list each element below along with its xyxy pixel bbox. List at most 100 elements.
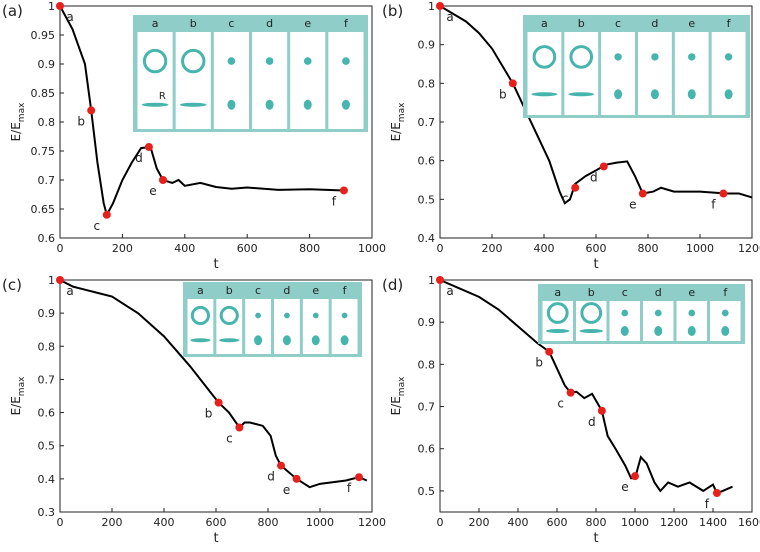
inset-shape	[688, 53, 696, 61]
y-tick-label: 1	[428, 274, 435, 287]
inset-panel	[213, 32, 249, 129]
inset-shape	[141, 102, 169, 107]
inset-shape	[724, 53, 733, 61]
x-axis-label: t	[593, 531, 598, 546]
inset-label: e	[304, 17, 311, 30]
point-label: a	[446, 284, 453, 298]
inset-shape	[724, 89, 733, 100]
y-tick-label: 0.8	[38, 340, 56, 353]
marker-point	[436, 2, 444, 10]
inset-shape	[227, 57, 236, 65]
marker-point	[292, 474, 301, 483]
inset-shape	[303, 99, 312, 110]
panel-label: (a)	[2, 2, 23, 20]
panel: 0 200 400 600 800 1000 1200 0.4 0.5 0.6 0.7 0.8 0.9 1…	[382, 0, 760, 272]
x-axis-label: t	[593, 257, 598, 272]
y-tick-label: 0.6	[38, 407, 56, 420]
x-tick-label: 1000	[306, 516, 334, 529]
x-tick-label: 1200	[660, 516, 688, 529]
marker-point	[436, 276, 444, 284]
inset-shape	[255, 312, 261, 319]
marker-point	[571, 183, 580, 192]
inset-shape	[190, 305, 210, 326]
y-tick-label: 0.75	[31, 145, 56, 158]
inset-label: a	[152, 17, 159, 30]
panel-label: (b)	[382, 2, 403, 20]
marker-point	[56, 276, 64, 284]
data-line	[59, 5, 344, 218]
y-axis-label-sub: max	[397, 102, 407, 122]
x-tick-label: 800	[638, 242, 659, 255]
inset-shape	[531, 92, 558, 97]
marker-point	[87, 106, 96, 115]
y-tick-label: 0.8	[418, 358, 436, 371]
inset-shape	[227, 99, 236, 110]
inset-shape	[181, 48, 206, 74]
inset-panel	[175, 32, 211, 129]
inset-shape	[620, 326, 629, 336]
inset-shape	[650, 89, 659, 100]
y-axis-label: E/Emax	[389, 102, 407, 142]
inset-label: f	[344, 17, 349, 30]
marker-point	[102, 210, 111, 219]
point-label: b	[499, 87, 507, 101]
point-label: f	[332, 194, 337, 208]
inset-shape	[614, 89, 623, 100]
marker-point	[508, 79, 517, 88]
inset-shape	[341, 99, 350, 110]
inset-label: a	[554, 286, 561, 299]
inset-shape	[341, 312, 348, 319]
y-tick-label: 0.4	[38, 473, 56, 486]
x-tick-label: 600	[586, 242, 607, 255]
inset-label: d	[651, 17, 658, 30]
point-label: b	[77, 114, 85, 128]
marker-point	[631, 472, 639, 481]
inset-label: b	[190, 17, 197, 30]
inset-panel	[527, 32, 562, 115]
x-tick-label: 200	[102, 516, 123, 529]
inset-panel	[331, 299, 358, 354]
inset-label: c	[255, 284, 261, 297]
x-tick-label: 600	[547, 516, 568, 529]
y-tick-label: 0.85	[31, 87, 56, 100]
marker-point	[214, 398, 223, 407]
point-label: f	[711, 198, 716, 212]
inset-shape	[568, 92, 595, 97]
inset-label: d	[283, 284, 290, 297]
inset-label: c	[228, 17, 234, 30]
x-tick-label: 1000	[621, 516, 649, 529]
point-label: c	[562, 192, 569, 206]
inset: a b c d e f	[183, 282, 362, 357]
x-tick-label: 200	[469, 516, 490, 529]
inset: a b c d e f	[523, 15, 750, 118]
x-tick-label: 0	[57, 242, 64, 255]
y-axis-label-main: E/E	[389, 122, 403, 141]
inset-panel	[290, 32, 326, 129]
x-tick-label: 0	[437, 242, 444, 255]
y-tick-label: 0.8	[38, 116, 56, 129]
inset-annotation: R	[159, 91, 166, 102]
inset-label: f	[343, 284, 348, 297]
inset-label: e	[312, 284, 319, 297]
inset-label: f	[723, 286, 728, 299]
y-tick-label: 0.6	[418, 443, 436, 456]
inset-label: f	[727, 17, 732, 30]
y-tick-label: 0.4	[418, 232, 436, 245]
x-tick-label: 1000	[358, 242, 386, 255]
y-tick-label: 0.9	[38, 307, 56, 320]
inset-shape	[687, 89, 696, 100]
marker-point	[712, 489, 721, 498]
inset-shape	[340, 335, 349, 346]
marker-point	[158, 176, 167, 184]
inset-label: c	[615, 17, 621, 30]
point-label: b	[535, 356, 543, 370]
panel: 0 200 400 600 800 1000 1200 0.3 0.4 0.5 0.6 0.7 0.8 0…	[2, 274, 386, 546]
marker-point	[56, 2, 64, 10]
y-tick-label: 1	[48, 0, 55, 13]
x-axis-label: t	[213, 531, 218, 546]
panel-label: (c)	[2, 276, 22, 294]
inset-shape	[142, 48, 168, 74]
y-tick-label: 0.7	[418, 116, 436, 129]
